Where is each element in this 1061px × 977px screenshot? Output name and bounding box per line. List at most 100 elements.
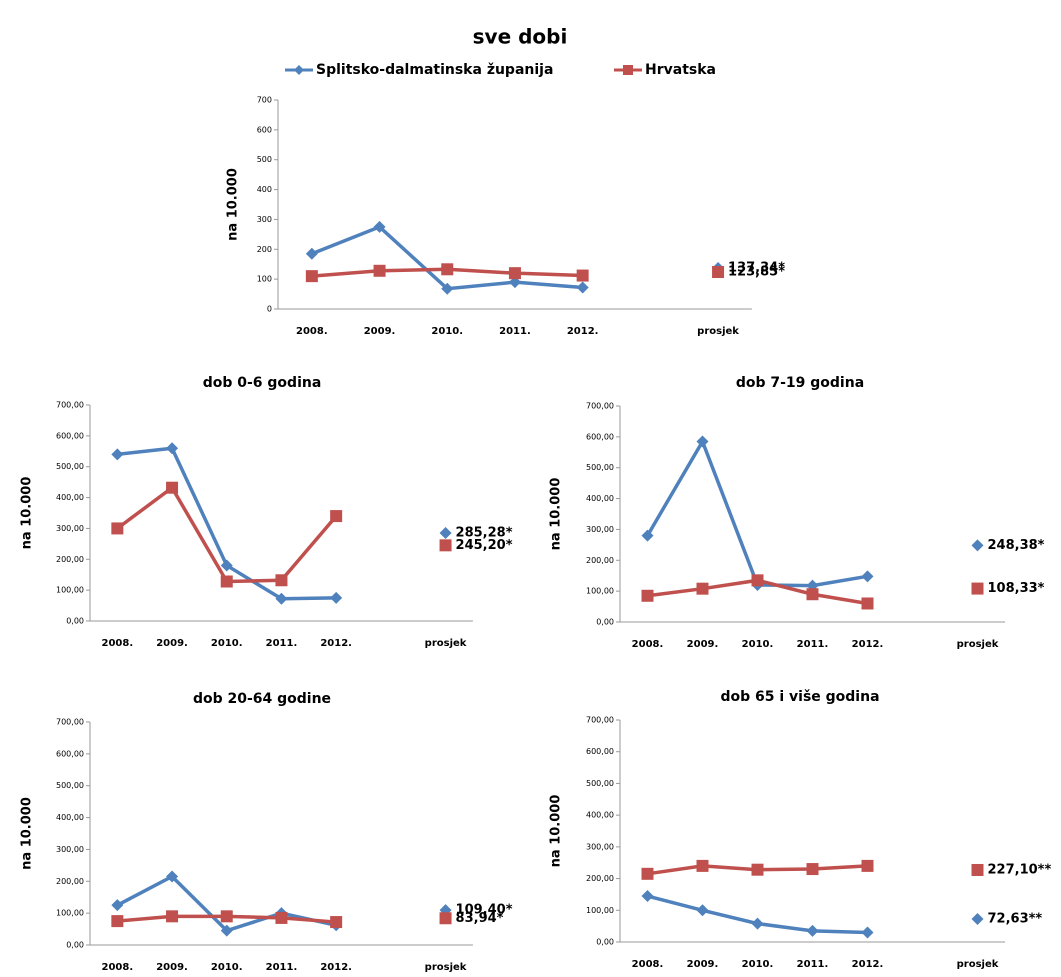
y-tick-label: 200,00 [56, 877, 84, 886]
y-tick-label: 100,00 [586, 906, 614, 915]
y-tick-label: 400,00 [586, 811, 614, 820]
data-point [576, 281, 589, 294]
data-point [220, 910, 233, 923]
series-line [645, 437, 868, 588]
x-tick-label: prosjek [697, 326, 739, 337]
data-point [373, 264, 386, 277]
data-point [971, 539, 984, 552]
legend-marker [623, 65, 633, 75]
legend-label: Hrvatska [645, 62, 716, 78]
y-tick-label: 400,00 [56, 493, 84, 502]
chart-title: dob 0-6 godina [203, 375, 322, 391]
y-tick-label: 600,00 [586, 432, 614, 441]
data-point [330, 591, 343, 604]
data-point [439, 526, 452, 539]
data-point [373, 220, 386, 233]
data-point [861, 859, 874, 872]
y-tick-label: 400,00 [586, 494, 614, 503]
series-line [311, 224, 583, 291]
data-point [806, 588, 819, 601]
chart-title: dob 20-64 godine [193, 691, 331, 707]
data-point [166, 442, 179, 455]
x-tick-label: 2009. [156, 638, 188, 649]
y-tick-label: 700,00 [56, 401, 84, 410]
data-point [305, 247, 318, 260]
data-label: 245,20* [456, 538, 513, 553]
y-tick-label: 500,00 [586, 779, 614, 788]
data-point [220, 575, 233, 588]
data-point [220, 924, 233, 937]
data-label: 123,85* [728, 265, 785, 280]
data-label: 72,63** [988, 911, 1043, 926]
data-point [166, 910, 179, 923]
data-point [696, 435, 709, 448]
x-tick-label: 2011. [266, 962, 298, 973]
data-point [861, 926, 874, 939]
x-tick-label: 2012. [852, 639, 884, 650]
y-tick-label: 400,00 [56, 813, 84, 822]
data-point [712, 266, 725, 279]
x-tick-label: 2012. [320, 638, 352, 649]
data-point [576, 269, 589, 282]
data-label: 83,94* [456, 911, 504, 926]
data-label: 137,34* [728, 260, 785, 275]
x-tick-label: 2008. [102, 638, 134, 649]
y-tick-label: 300,00 [56, 845, 84, 854]
data-point [166, 481, 179, 494]
data-point [330, 916, 343, 929]
y-tick-label: 500,00 [586, 463, 614, 472]
data-point [861, 570, 874, 583]
data-point [305, 270, 318, 283]
data-label: 285,28* [456, 525, 513, 540]
y-axis-label: na 10.000 [20, 797, 35, 870]
data-label: 227,10** [988, 862, 1052, 877]
y-tick-label: 100 [257, 275, 272, 284]
data-point [751, 863, 764, 876]
data-point [641, 890, 654, 903]
data-point [751, 917, 764, 930]
legend-marker [294, 65, 304, 75]
data-label: 109,40* [456, 903, 513, 918]
x-tick-label: 2011. [499, 326, 531, 337]
x-tick-label: prosjek [425, 962, 467, 973]
y-tick-label: 100,00 [56, 586, 84, 595]
data-point [861, 597, 874, 610]
y-tick-label: 0,00 [596, 618, 614, 627]
data-point [441, 282, 454, 295]
x-tick-label: 2012. [852, 959, 884, 970]
y-tick-label: 300,00 [56, 524, 84, 533]
data-label: 108,33* [988, 581, 1045, 596]
data-point [330, 510, 343, 523]
y-axis-label: na 10.000 [226, 168, 241, 241]
x-tick-label: 2009. [364, 326, 396, 337]
y-tick-label: 400 [257, 185, 272, 194]
y-tick-label: 200 [257, 245, 272, 254]
y-tick-label: 100,00 [586, 587, 614, 596]
y-tick-label: 700,00 [586, 716, 614, 725]
y-axis-label: na 10.000 [549, 795, 564, 868]
y-tick-label: 0,00 [66, 941, 84, 950]
data-point [806, 863, 819, 876]
x-tick-label: prosjek [957, 639, 999, 650]
x-tick-label: 2009. [687, 959, 719, 970]
data-point [166, 870, 179, 883]
chart-title: dob 65 i više godina [720, 689, 879, 705]
data-point [439, 539, 452, 552]
y-tick-label: 200,00 [586, 556, 614, 565]
data-point [806, 924, 819, 937]
data-point [641, 867, 654, 880]
x-tick-label: 2008. [296, 326, 328, 337]
x-tick-label: 2009. [687, 639, 719, 650]
y-tick-label: 0,00 [596, 938, 614, 947]
data-point [439, 912, 452, 925]
x-tick-label: 2012. [567, 326, 599, 337]
y-tick-label: 300,00 [586, 842, 614, 851]
y-tick-label: 0,00 [66, 617, 84, 626]
legend-label: Splitsko-dalmatinska županija [316, 62, 553, 78]
y-axis-label: na 10.000 [549, 478, 564, 551]
data-point [696, 904, 709, 917]
x-tick-label: 2009. [156, 962, 188, 973]
y-axis-label: na 10.000 [20, 477, 35, 550]
chart-title: sve dobi [473, 25, 568, 49]
x-tick-label: 2008. [632, 639, 664, 650]
